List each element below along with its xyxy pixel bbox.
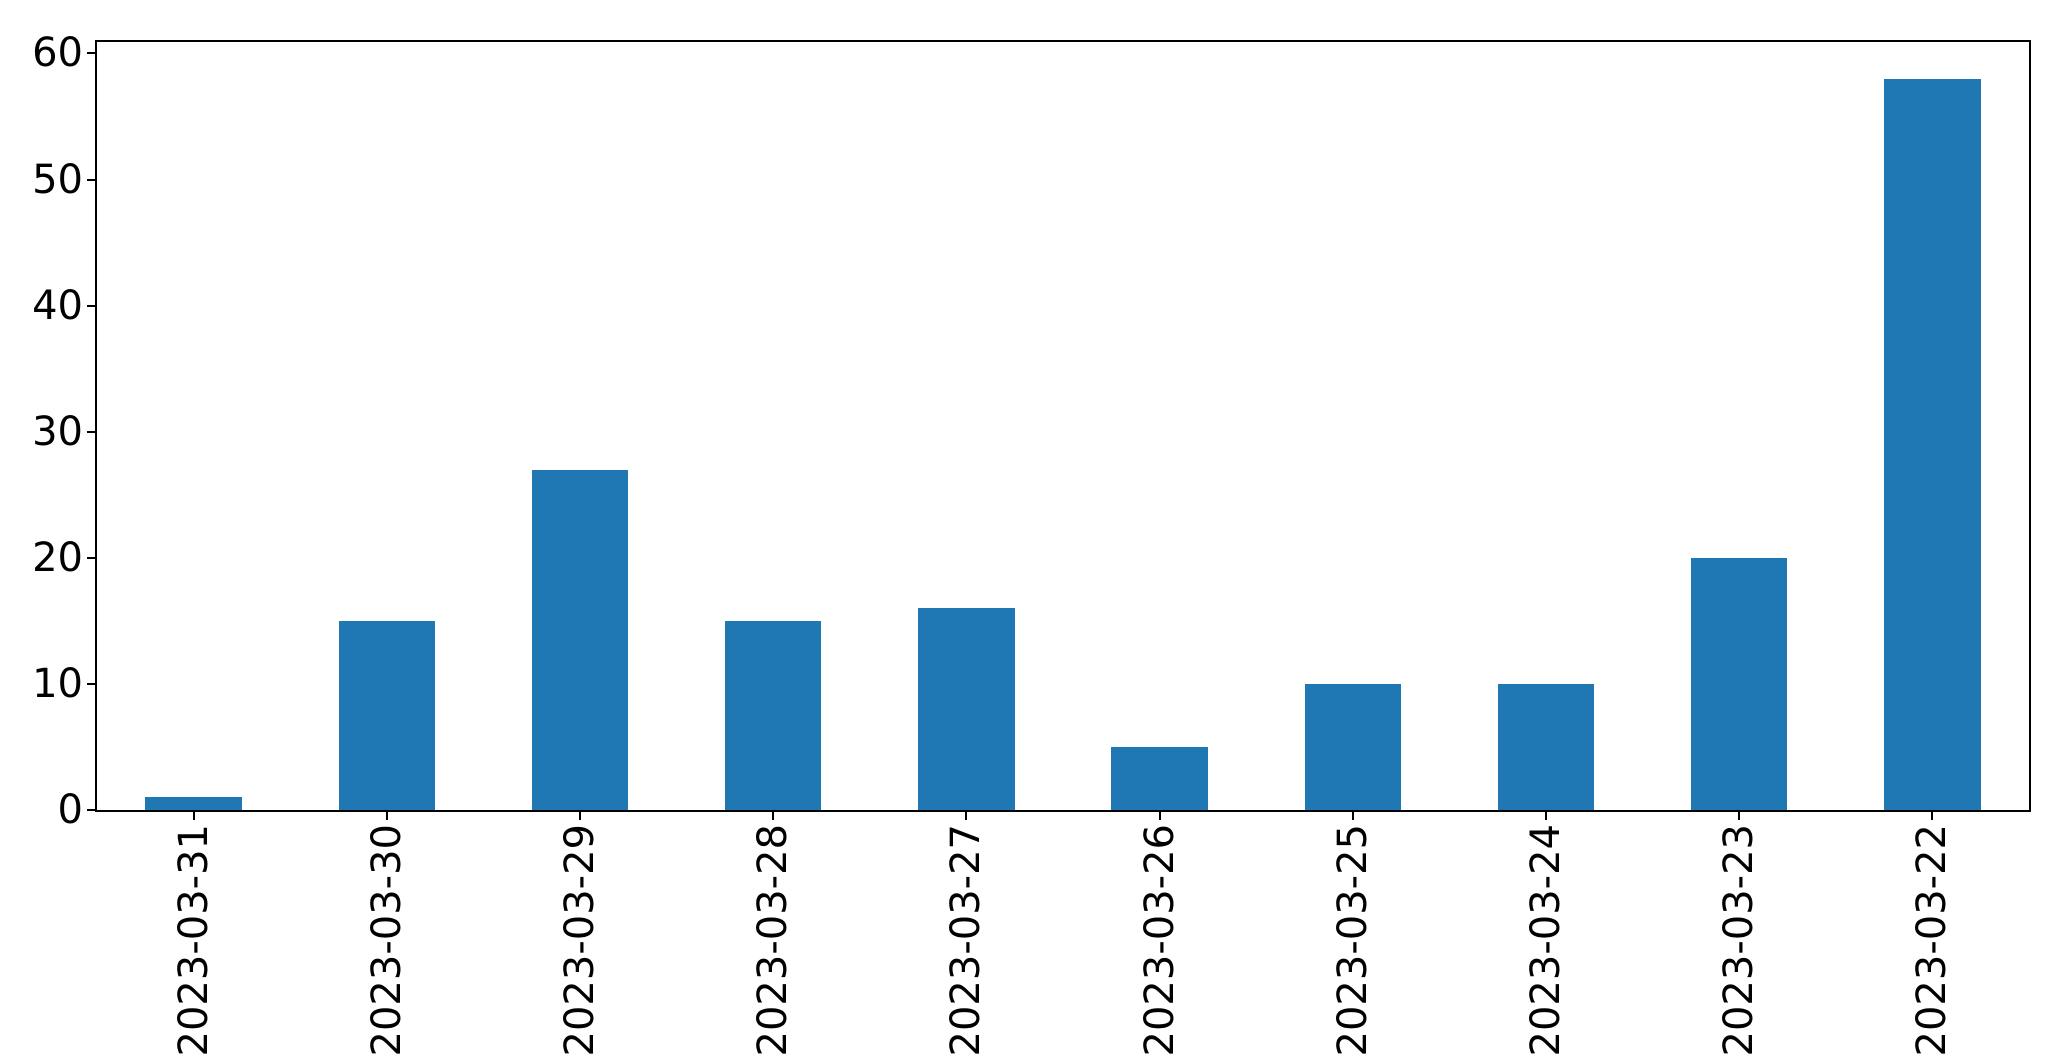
x-tick-mark xyxy=(192,812,195,820)
x-tick-mark xyxy=(1738,812,1741,820)
bar-2023-03-31 xyxy=(145,797,242,810)
y-tick-label: 60 xyxy=(32,30,83,77)
x-tick-label: 2023-03-31 xyxy=(170,824,217,1057)
y-tick-mark xyxy=(87,304,95,307)
y-tick-label: 50 xyxy=(32,156,83,203)
x-tick-mark xyxy=(965,812,968,820)
x-tick-label: 2023-03-26 xyxy=(1136,824,1183,1057)
x-tick-label: 2023-03-29 xyxy=(557,824,603,1057)
x-tick-label: 2023-03-25 xyxy=(1329,824,1376,1057)
x-tick-mark xyxy=(385,812,388,820)
y-tick-label: 40 xyxy=(32,282,83,329)
bar-2023-03-30 xyxy=(338,620,436,810)
y-tick-mark xyxy=(87,682,95,685)
plot-area xyxy=(95,40,2031,812)
x-tick-label: 2023-03-24 xyxy=(1523,824,1569,1057)
bar-2023-03-26 xyxy=(1111,746,1208,810)
x-tick-label: 2023-03-30 xyxy=(363,824,410,1057)
x-tick-mark xyxy=(1158,812,1161,820)
x-tick-label: 2023-03-27 xyxy=(943,824,990,1057)
x-tick-mark xyxy=(1545,812,1547,820)
x-tick-label: 2023-03-28 xyxy=(750,824,797,1057)
y-tick-mark xyxy=(87,430,95,433)
y-tick-mark xyxy=(87,178,95,181)
y-tick-mark xyxy=(87,809,95,811)
bar-2023-03-25 xyxy=(1304,683,1402,810)
bar-2023-03-24 xyxy=(1497,683,1595,810)
bar-2023-03-29 xyxy=(531,469,629,810)
y-tick-label: 30 xyxy=(32,408,83,455)
bar-2023-03-27 xyxy=(918,608,1015,810)
y-tick-label: 0 xyxy=(57,787,83,833)
x-tick-mark xyxy=(1351,812,1354,820)
x-tick-label: 2023-03-22 xyxy=(1909,824,1956,1057)
x-tick-mark xyxy=(772,812,775,820)
bar-2023-03-28 xyxy=(724,620,822,810)
bar-2023-03-23 xyxy=(1690,557,1788,810)
x-tick-mark xyxy=(579,812,581,820)
x-tick-label: 2023-03-23 xyxy=(1716,824,1763,1057)
y-tick-label: 10 xyxy=(32,660,83,707)
y-tick-mark xyxy=(87,52,95,55)
bar-2023-03-22 xyxy=(1884,78,1981,810)
y-tick-label: 20 xyxy=(32,534,83,581)
y-tick-mark xyxy=(87,556,95,559)
x-tick-mark xyxy=(1931,812,1934,820)
